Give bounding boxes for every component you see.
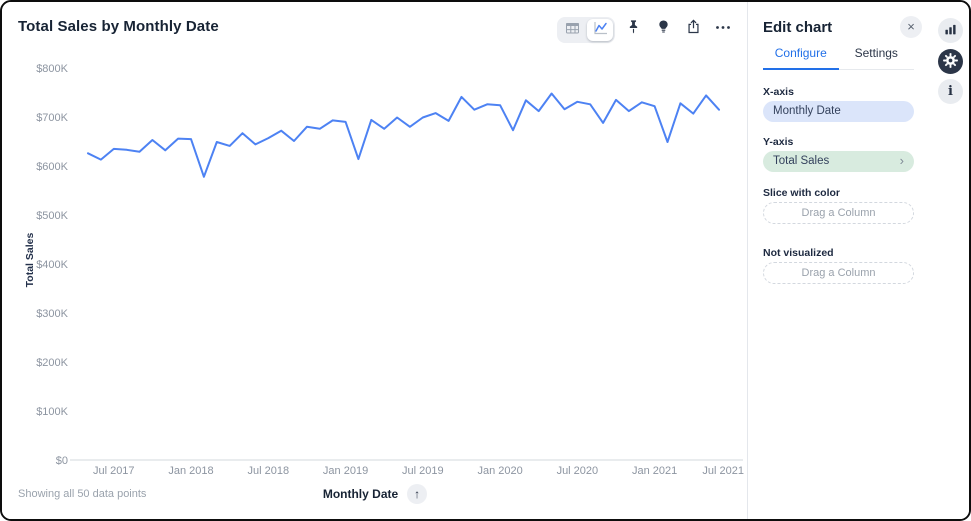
svg-text:$800K: $800K (36, 63, 68, 75)
svg-text:$200K: $200K (36, 357, 68, 369)
chart-pane: Total Sales by Monthly Date (2, 2, 748, 519)
more-options-button[interactable] (711, 18, 735, 42)
sort-ascending-button[interactable]: ↑ (407, 484, 428, 504)
tab-settings[interactable]: Settings (854, 46, 898, 60)
svg-text:Jan 2018: Jan 2018 (168, 465, 213, 477)
edit-chart-settings-button[interactable] (938, 49, 963, 74)
svg-text:$700K: $700K (36, 112, 68, 124)
slice-drop-zone[interactable]: Drag a Column (763, 202, 914, 224)
edit-chart-panel: Edit chart × Configure Settings X-axis M… (749, 2, 928, 519)
svg-text:Jul 2019: Jul 2019 (402, 465, 444, 477)
chart-title: Total Sales by Monthly Date (18, 18, 219, 35)
svg-text:$300K: $300K (36, 308, 68, 320)
y-axis-field-label: Y-axis (763, 136, 794, 148)
table-view-button[interactable] (559, 19, 585, 41)
line-chart-svg[interactable]: $800K $700K $600K $500K $400K $300K $200K $100K… (2, 2, 748, 521)
not-visualized-field-label: Not visualized (763, 247, 834, 259)
not-visualized-drop-zone[interactable]: Drag a Column (763, 262, 914, 284)
chart-toolbar (557, 17, 735, 43)
svg-text:Jul 2017: Jul 2017 (93, 465, 135, 477)
panel-title: Edit chart (763, 19, 833, 36)
svg-text:Jul 2018: Jul 2018 (247, 465, 289, 477)
svg-text:Jan 2020: Jan 2020 (477, 465, 522, 477)
slice-field-label: Slice with color (763, 187, 841, 199)
x-axis-pill-value: Monthly Date (773, 105, 841, 117)
data-points-note: Showing all 50 data points (18, 488, 147, 500)
line-chart-view-button[interactable] (587, 19, 613, 41)
svg-text:Jul 2021: Jul 2021 (702, 465, 744, 477)
svg-text:$100K: $100K (36, 406, 68, 418)
sort-arrow-icon: ↑ (414, 487, 421, 501)
view-toggle-group (557, 17, 615, 43)
table-view-icon (564, 20, 581, 41)
y-axis-pill[interactable]: Total Sales › (763, 151, 914, 172)
slice-drop-placeholder: Drag a Column (801, 207, 876, 219)
right-icon-rail: i (928, 2, 969, 519)
pin-icon (625, 19, 642, 41)
not-visualized-drop-placeholder: Drag a Column (801, 267, 876, 279)
svg-text:Jul 2020: Jul 2020 (557, 465, 599, 477)
close-icon: × (907, 19, 915, 34)
x-axis-pill[interactable]: Monthly Date (763, 101, 914, 122)
lightbulb-button[interactable] (651, 18, 675, 42)
bar-chart-icon (943, 22, 958, 40)
x-axis-field-label: X-axis (763, 86, 794, 98)
x-axis-title-wrap: Monthly Date ↑ (2, 484, 748, 504)
close-panel-button[interactable]: × (900, 16, 922, 38)
x-axis-title: Monthly Date (322, 487, 399, 501)
gear-icon (942, 52, 959, 72)
svg-text:$0: $0 (56, 455, 68, 467)
share-icon (685, 19, 702, 41)
line-chart-view-icon (592, 20, 609, 41)
info-icon: i (948, 84, 953, 99)
share-button[interactable] (681, 18, 705, 42)
chevron-right-icon: › (899, 153, 904, 168)
info-button[interactable]: i (938, 79, 963, 104)
svg-text:Jan 2021: Jan 2021 (632, 465, 677, 477)
svg-text:$600K: $600K (36, 161, 68, 173)
y-axis-title: Total Sales (24, 232, 36, 288)
pin-button[interactable] (621, 18, 645, 42)
y-axis-pill-value: Total Sales (773, 155, 830, 167)
svg-text:$400K: $400K (36, 259, 68, 271)
svg-text:$500K: $500K (36, 210, 68, 222)
lightbulb-icon (655, 19, 672, 41)
more-options-icon (714, 19, 732, 41)
panel-tabs: Configure Settings (763, 46, 914, 70)
svg-text:Jan 2019: Jan 2019 (323, 465, 368, 477)
tab-configure[interactable]: Configure (763, 46, 839, 70)
chart-type-button[interactable] (938, 18, 963, 43)
